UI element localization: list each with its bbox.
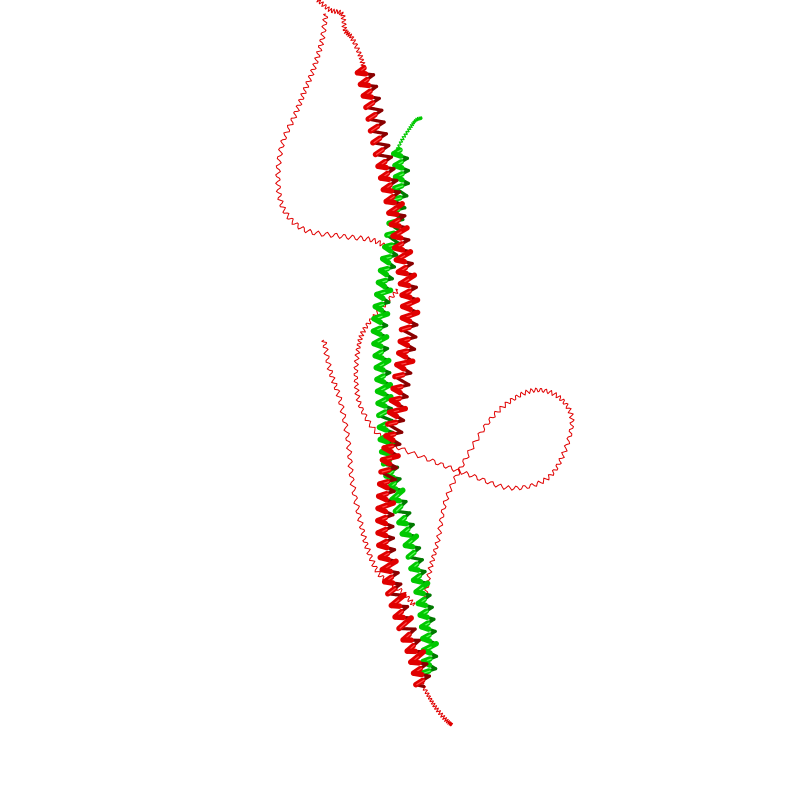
- helix-turn-segment: [383, 433, 396, 443]
- helix-turn-segment: [397, 338, 411, 348]
- helix-turn-segment: [376, 481, 390, 491]
- helix-turn-segment: [375, 517, 389, 527]
- helix-highlight: [395, 185, 404, 189]
- helix-highlight: [379, 411, 387, 416]
- helix-turn-segment: [396, 519, 409, 527]
- helix-highlight: [399, 622, 407, 629]
- helix-turn-segment: [371, 315, 384, 325]
- helix-turn-segment: [379, 566, 393, 575]
- helix-turn-segment: [381, 579, 396, 586]
- helix-turn-segment: [357, 81, 372, 89]
- helix-turn-segment: [376, 424, 389, 433]
- red-loop-top: [316, 0, 367, 69]
- helix-highlight: [396, 505, 403, 512]
- helix-turn-segment: [388, 602, 403, 609]
- red-helix-body: [354, 65, 431, 688]
- helix-turn-segment: [392, 162, 405, 171]
- helix-turn-segment: [354, 70, 369, 77]
- helix-highlight: [408, 551, 416, 558]
- helix-turn-segment: [382, 244, 394, 254]
- helix-turn-segment: [389, 496, 402, 504]
- helix-turn-segment: [380, 186, 395, 194]
- helix-highlight: [368, 113, 377, 120]
- helix-turn-segment: [399, 303, 413, 313]
- helix-turn-segment: [360, 93, 375, 100]
- helix-turn-segment: [396, 350, 409, 360]
- helix-highlight: [373, 137, 382, 144]
- helix-highlight: [402, 326, 411, 331]
- helix-turn-segment: [388, 221, 402, 229]
- helix-turn-segment: [390, 233, 404, 241]
- helix-turn-segment: [390, 385, 403, 396]
- helix-turn-segment: [375, 400, 388, 409]
- helix-turn-segment: [372, 303, 385, 313]
- helix-highlight: [371, 125, 380, 132]
- helix-turn-segment: [392, 174, 405, 183]
- helix-turn-segment: [393, 257, 408, 265]
- red-chain-helix: [354, 65, 431, 688]
- helix-turn-segment: [383, 198, 397, 206]
- red-loop-bottom: [418, 679, 454, 727]
- helix-turn-segment: [378, 449, 392, 457]
- helix-turn-segment: [377, 175, 392, 183]
- helix-turn-segment: [379, 255, 392, 266]
- helix-turn-segment: [417, 612, 430, 620]
- helix-turn-segment: [418, 624, 432, 632]
- helix-turn-segment: [381, 445, 394, 455]
- helix-turn-segment: [391, 245, 406, 253]
- helix-turn-segment: [370, 328, 383, 337]
- helix-turn-segment: [379, 457, 393, 467]
- helix-highlight: [366, 102, 375, 108]
- helix-turn-segment: [408, 659, 422, 666]
- helix-turn-segment: [415, 600, 429, 609]
- helix-turn-segment: [372, 353, 385, 361]
- helix-turn-segment: [376, 542, 390, 551]
- green-chain-loops: [394, 116, 423, 153]
- helix-turn-segment: [410, 670, 425, 678]
- helix-turn-segment: [402, 542, 416, 550]
- helix-turn-segment: [386, 409, 400, 420]
- helix-highlight: [388, 421, 398, 425]
- helix-turn-segment: [375, 279, 388, 290]
- helix-turn-segment: [410, 577, 424, 585]
- helix-turn-segment: [371, 340, 384, 349]
- green-loop-top: [394, 116, 423, 153]
- helix-highlight: [395, 374, 405, 378]
- helix-turn-segment: [399, 531, 413, 538]
- helix-turn-segment: [391, 150, 404, 159]
- helix-turn-segment: [397, 280, 412, 289]
- helix-highlight: [376, 149, 384, 155]
- helix-turn-segment: [374, 376, 387, 385]
- helix-turn-segment: [399, 315, 413, 325]
- helix-turn-segment: [394, 361, 407, 372]
- helix-turn-segment: [392, 614, 406, 621]
- helix-turn-segment: [408, 565, 421, 573]
- helix-highlight: [393, 197, 402, 201]
- helix-turn-segment: [375, 530, 389, 539]
- helix-turn-segment: [395, 269, 410, 277]
- helix-turn-segment: [375, 505, 389, 515]
- helix-highlight: [422, 670, 431, 674]
- helix-turn-segment: [375, 493, 389, 503]
- helix-turn-segment: [413, 589, 426, 597]
- helix-turn-segment: [377, 554, 391, 563]
- helix-turn-segment: [377, 436, 390, 445]
- helix-turn-segment: [375, 163, 389, 171]
- helix-highlight: [388, 587, 396, 595]
- red-loop-right: [353, 288, 575, 601]
- helix-turn-segment: [373, 364, 386, 373]
- helix-turn-segment: [399, 292, 413, 301]
- helix-turn-segment: [374, 291, 386, 302]
- helix-turn-segment: [377, 267, 390, 278]
- helix-highlight: [381, 469, 391, 473]
- helix-turn-segment: [388, 397, 402, 408]
- helix-highlight: [416, 679, 425, 686]
- helix-turn-segment: [386, 210, 400, 218]
- helix-turn-segment: [374, 388, 387, 397]
- red-loop-left-upper: [275, 13, 389, 251]
- helix-turn-segment: [420, 635, 433, 644]
